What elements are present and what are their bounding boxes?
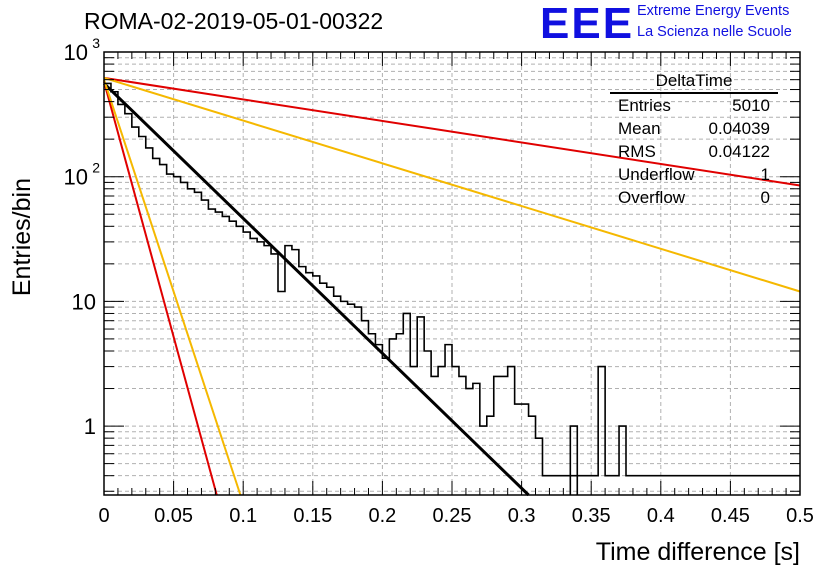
fit-curve [103, 79, 242, 496]
stats-label: Mean [618, 119, 661, 138]
histogram [104, 82, 800, 495]
y-tick-label: 10 [64, 40, 88, 65]
stats-row-mean: Mean 0.04039 [610, 117, 778, 140]
x-tick-label: 0.2 [368, 505, 396, 527]
y-tick-label-exponent: 2 [92, 160, 100, 176]
x-tick-label: 0.5 [786, 505, 814, 527]
chart-title: ROMA-02-2019-05-01-00322 [84, 8, 384, 34]
stats-title: DeltaTime [610, 70, 778, 94]
x-tick-label: 0 [98, 505, 109, 527]
y-tick-label: 1 [84, 414, 96, 439]
eee-logo: EEE [540, 0, 635, 48]
stats-row-overflow: Overflow 0 [610, 186, 778, 209]
y-tick-label: 10 [64, 165, 88, 190]
stats-label: RMS [618, 142, 656, 161]
x-tick-label: 0.15 [293, 505, 332, 527]
fit-curve [103, 76, 801, 187]
logo-subtitle-1: Extreme Energy Events [637, 3, 790, 19]
logo-subtitle-2: La Scienza nelle Scuole [637, 24, 792, 40]
stats-box: DeltaTime Entries 5010 Mean 0.04039 RMS … [610, 70, 778, 209]
stats-row-entries: Entries 5010 [610, 94, 778, 117]
fit-curves [102, 76, 801, 497]
y-tick-label-exponent: 3 [92, 35, 100, 51]
x-tick-label: 0.3 [508, 505, 536, 527]
stats-row-rms: RMS 0.04122 [610, 140, 778, 163]
x-axis-label: Time difference [s] [596, 538, 800, 566]
stats-label: Underflow [618, 165, 695, 184]
x-tick-label: 0.35 [572, 505, 611, 527]
fit-curve [103, 76, 801, 293]
fit-curve [103, 81, 218, 496]
stats-value: 0 [760, 188, 770, 207]
y-tick-label: 10 [72, 289, 96, 314]
stats-label: Entries [618, 96, 671, 115]
histogram-outline [104, 82, 800, 477]
x-tick-label: 0.05 [154, 505, 193, 527]
stats-label: Overflow [618, 188, 686, 207]
fit-curve [102, 82, 530, 497]
x-tick-label: 0.25 [433, 505, 472, 527]
stats-row-underflow: Underflow 1 [610, 163, 778, 186]
axis-ticks [103, 52, 801, 495]
y-axis-label: Entries/bin [8, 178, 36, 296]
stats-value: 5010 [732, 96, 770, 115]
stats-value: 0.04122 [708, 142, 770, 161]
x-tick-label: 0.45 [711, 505, 750, 527]
stats-value: 0.04039 [708, 119, 770, 138]
x-tick-label: 0.1 [229, 505, 257, 527]
stats-value: 1 [760, 165, 770, 184]
tick-labels: 0 0.05 0.1 0.15 0.2 0.25 0.3 0.35 0.4 0.45 0.51101… [64, 35, 814, 527]
x-tick-label: 0.4 [647, 505, 675, 527]
histogram-spike [569, 425, 579, 495]
